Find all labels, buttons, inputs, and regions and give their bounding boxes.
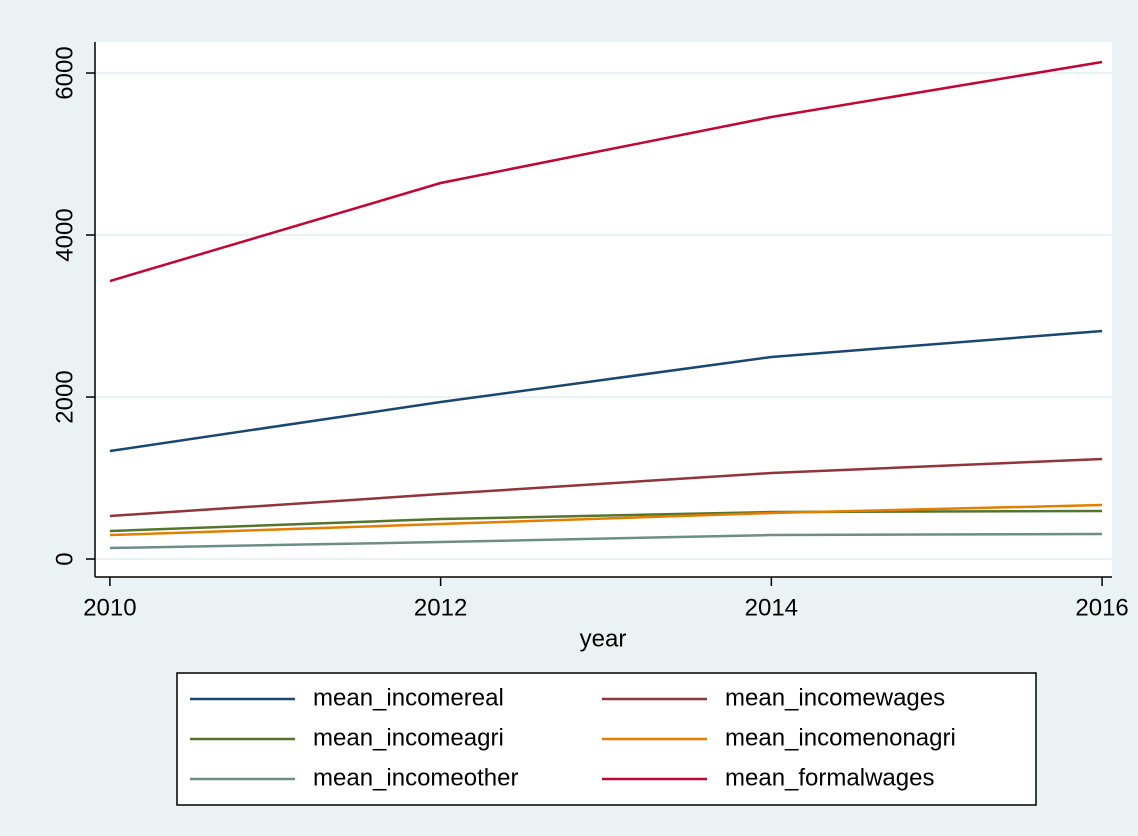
series-line <box>109 503 1103 537</box>
y-tick-label: 4000 <box>51 208 78 261</box>
plot-area <box>95 42 1112 577</box>
legend-label: mean_incomereal <box>313 684 504 711</box>
legend-label: mean_incomeother <box>313 764 518 791</box>
y-tick-label: 6000 <box>51 46 78 99</box>
series-line <box>109 60 1103 283</box>
legend-label: mean_incomewages <box>725 684 945 711</box>
series-line <box>109 509 1103 533</box>
series-line <box>109 457 1103 518</box>
legend-label: mean_incomenonagri <box>725 724 956 751</box>
x-tick-label: 2014 <box>745 594 798 621</box>
x-tick-label: 2010 <box>83 594 136 621</box>
legend-label: mean_formalwages <box>725 764 934 791</box>
x-axis-label: year <box>580 625 627 652</box>
y-tick-label: 0 <box>51 552 78 565</box>
legend-label: mean_incomeagri <box>313 724 504 751</box>
series-line <box>109 532 1103 550</box>
x-tick-label: 2012 <box>414 594 467 621</box>
x-tick-label: 2016 <box>1075 594 1128 621</box>
y-tick-label: 2000 <box>51 370 78 423</box>
series-line <box>109 329 1103 453</box>
